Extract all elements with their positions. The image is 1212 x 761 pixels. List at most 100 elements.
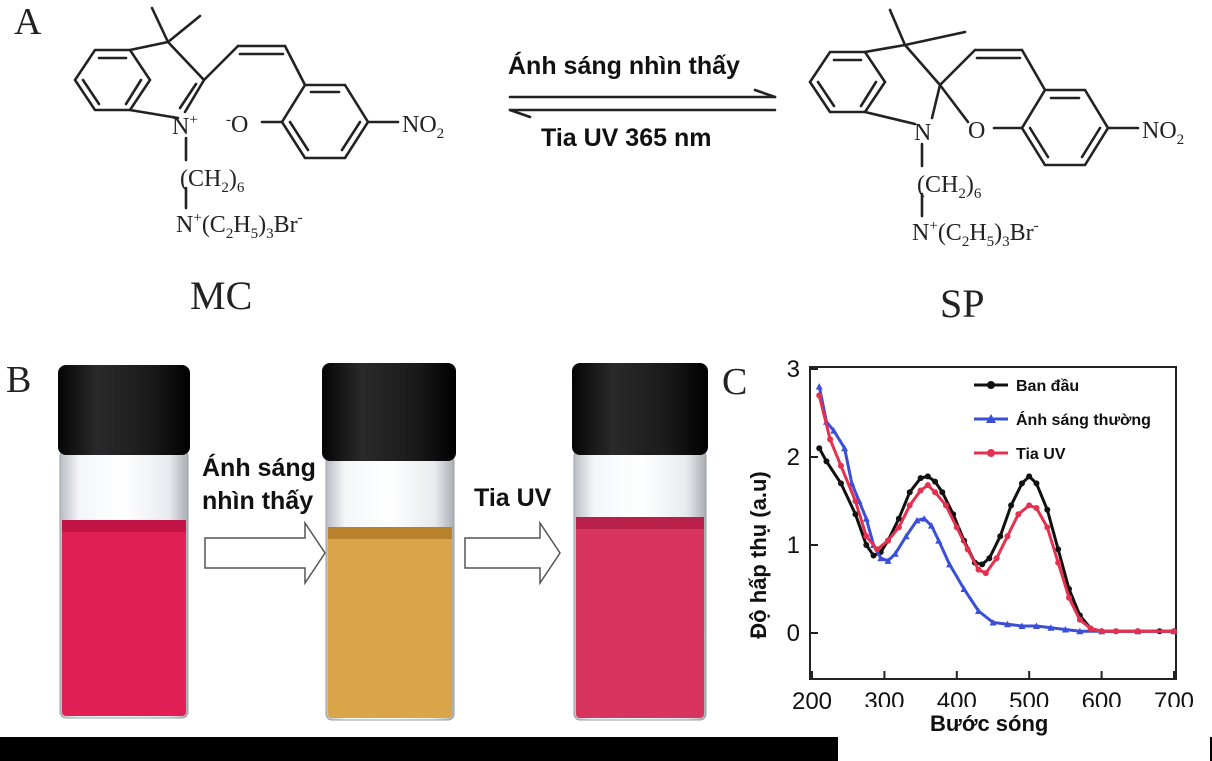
series-point (815, 383, 823, 390)
series-point (870, 552, 877, 559)
series-point (863, 542, 870, 548)
series-point (1134, 628, 1141, 635)
series-point (837, 462, 844, 469)
series-point (975, 566, 982, 573)
vial-2 (322, 363, 456, 721)
series-point (874, 546, 881, 553)
series-point (1076, 627, 1084, 635)
series-point (1098, 628, 1105, 635)
series-point (979, 561, 986, 568)
legend-entry: Ánh sáng thường (1016, 410, 1151, 429)
series-point (924, 473, 931, 480)
series-point (830, 427, 838, 434)
legend-entry: Tia UV (1016, 446, 1066, 463)
series-point (1044, 506, 1051, 513)
series-point (939, 489, 946, 496)
legend-marker (987, 449, 995, 457)
series-point (975, 607, 983, 614)
sp-o: O (968, 118, 985, 144)
legend-marker (986, 414, 996, 423)
series-point (942, 502, 949, 509)
series-point (852, 511, 859, 518)
series-point (989, 618, 997, 626)
series-point (841, 444, 849, 452)
series-point (917, 475, 924, 482)
mc-label: MC (190, 273, 253, 318)
series-point (816, 445, 823, 452)
series-point (885, 537, 892, 544)
series-point (932, 478, 939, 485)
panel-label-a: A (14, 1, 42, 43)
y-tick-label: 2 (787, 444, 800, 471)
plot-frame (809, 366, 1177, 680)
series-point (891, 550, 899, 557)
x-axis-title-box: Bước sóng (838, 707, 1210, 761)
reverse-arrow-label: Tia UV 365 nm (541, 124, 712, 152)
series-point (917, 487, 924, 494)
series-point (823, 458, 830, 465)
series-point (837, 480, 844, 487)
series-point (924, 482, 931, 489)
series-point (877, 554, 885, 562)
y-tick-label: 3 (787, 356, 800, 383)
series-point (1026, 502, 1033, 509)
mc-amine: N+(C2H5)3Br- (176, 210, 303, 242)
series-point (953, 524, 960, 531)
series-point (902, 532, 910, 540)
mc-nitro: NO2 (402, 112, 444, 142)
sp-chain: (CH2)6 (917, 172, 982, 202)
mc-o-minus: -O (226, 112, 248, 138)
y-tick-label: 1 (787, 532, 800, 559)
series-point (1008, 502, 1015, 509)
series-point (964, 546, 971, 553)
mc-n-plus: N+ (172, 112, 198, 140)
series-point (1055, 546, 1062, 553)
sp-amine: N+(C2H5)3Br- (912, 218, 1039, 250)
series-point (913, 516, 921, 524)
equilibrium-arrows (508, 88, 777, 119)
series-point (1055, 559, 1062, 566)
panel-label-c: C (722, 361, 748, 403)
series-point (960, 585, 968, 592)
series-point (927, 522, 935, 529)
series-point (1015, 511, 1022, 518)
series-point (1076, 616, 1083, 623)
series-point (986, 555, 993, 562)
arrow-1 (204, 520, 326, 586)
series-point (1033, 480, 1040, 487)
reaction-scheme: N+ -O NO2 (CH2)6 N+(C2H5)3Br- N O NO2 (C… (73, 6, 1184, 250)
series-point (982, 570, 989, 577)
arrow1-label: Ánh sáng nhìn thấy (202, 454, 316, 515)
series-line-3 (817, 395, 1174, 633)
series-point (862, 515, 870, 522)
series-point (932, 489, 939, 496)
vial-3 (572, 363, 708, 721)
arrow2-label: Tia UV (474, 484, 552, 512)
legend-marker (987, 381, 995, 389)
vials-photo (58, 363, 708, 721)
sp-nitro: NO2 (1142, 118, 1184, 148)
arrow-2 (464, 520, 561, 586)
series-point (935, 537, 943, 544)
series-point (906, 489, 913, 496)
sp-n: N (914, 120, 931, 146)
series-point (895, 515, 902, 522)
series-point (1047, 624, 1055, 631)
series-point (852, 498, 859, 504)
panel-label-b: B (6, 359, 32, 401)
vial-1 (58, 365, 190, 719)
x-axis-title: Bước sóng (930, 711, 1049, 736)
series-point (895, 524, 902, 531)
series-point (997, 533, 1004, 540)
series-point (993, 555, 1000, 562)
series-point (884, 557, 892, 564)
series-point (1066, 594, 1073, 601)
series-point (920, 515, 928, 522)
series-point (906, 502, 913, 509)
mc-structure (73, 6, 400, 210)
series-point (1044, 524, 1051, 531)
series-point (863, 533, 870, 540)
legend-entry: Ban đầu (1016, 378, 1079, 395)
series-point (946, 560, 954, 568)
